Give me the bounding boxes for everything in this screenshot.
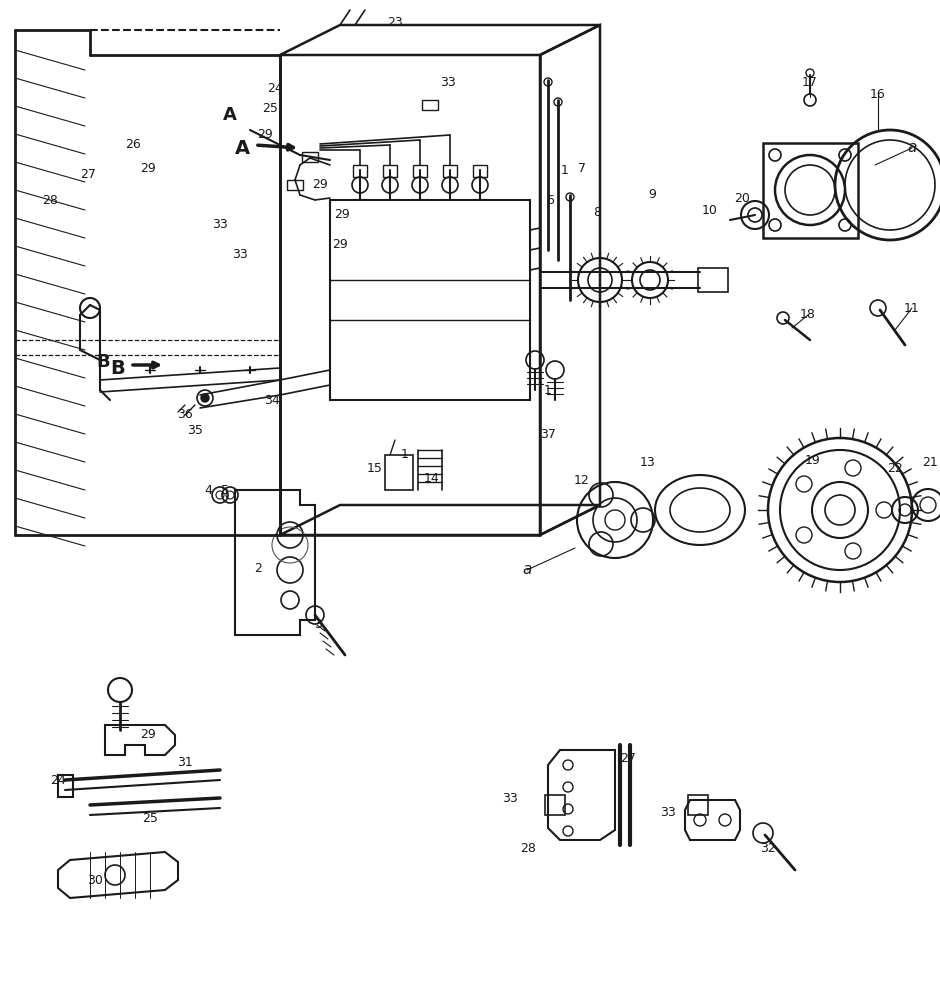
Text: 1: 1 <box>401 448 409 462</box>
Bar <box>413 165 427 177</box>
Bar <box>330 200 530 400</box>
Bar <box>443 165 457 177</box>
Text: 15: 15 <box>367 462 383 475</box>
Text: 29: 29 <box>140 161 156 174</box>
Text: 10: 10 <box>702 204 718 217</box>
Text: 28: 28 <box>520 842 536 854</box>
Text: 33: 33 <box>502 792 518 804</box>
Text: 37: 37 <box>540 428 556 442</box>
Text: A: A <box>223 106 237 124</box>
Text: 28: 28 <box>42 194 58 207</box>
Text: 9: 9 <box>648 188 656 202</box>
Text: 2: 2 <box>254 562 262 574</box>
Text: B: B <box>111 359 125 377</box>
Text: 12: 12 <box>574 474 590 487</box>
Text: 14: 14 <box>424 472 440 485</box>
Text: 1: 1 <box>561 163 569 176</box>
Text: 29: 29 <box>312 178 328 192</box>
Text: a: a <box>523 562 532 578</box>
Text: A: A <box>234 138 249 157</box>
Text: 25: 25 <box>142 812 158 824</box>
Text: a: a <box>907 140 916 155</box>
Text: 24: 24 <box>50 774 66 786</box>
Text: 27: 27 <box>80 168 96 182</box>
Bar <box>698 268 728 292</box>
Text: 16: 16 <box>870 89 885 102</box>
Bar <box>383 165 397 177</box>
Text: 18: 18 <box>800 308 816 322</box>
Text: 29: 29 <box>140 728 156 742</box>
Text: 22: 22 <box>887 462 903 475</box>
Text: 33: 33 <box>212 219 227 232</box>
Text: 17: 17 <box>802 76 818 89</box>
Text: 29: 29 <box>334 209 350 222</box>
Text: 19: 19 <box>806 454 821 466</box>
Bar <box>763 143 858 238</box>
Text: 30: 30 <box>87 874 103 886</box>
Text: 4: 4 <box>204 484 212 496</box>
Text: 26: 26 <box>125 138 141 151</box>
Text: 32: 32 <box>760 842 776 854</box>
Text: 24: 24 <box>267 82 283 95</box>
Text: 34: 34 <box>264 393 280 406</box>
Text: 27: 27 <box>620 752 636 764</box>
Text: 5: 5 <box>221 484 229 496</box>
Text: 11: 11 <box>904 302 920 314</box>
Text: 29: 29 <box>258 128 273 141</box>
Text: B: B <box>96 353 110 371</box>
Bar <box>58 775 73 797</box>
Text: 7: 7 <box>578 161 586 174</box>
Text: 29: 29 <box>332 238 348 251</box>
Text: 33: 33 <box>660 806 676 818</box>
Text: 1: 1 <box>544 383 552 396</box>
Bar <box>353 165 367 177</box>
Text: 3: 3 <box>314 618 321 632</box>
Text: 6: 6 <box>546 194 554 207</box>
Text: 31: 31 <box>177 756 193 768</box>
Text: 33: 33 <box>440 76 456 89</box>
Text: 23: 23 <box>387 15 403 28</box>
Text: 21: 21 <box>922 456 938 468</box>
Text: 36: 36 <box>177 408 193 422</box>
Text: 20: 20 <box>734 192 750 205</box>
Bar <box>385 455 413 490</box>
Text: 25: 25 <box>262 102 278 114</box>
Circle shape <box>201 394 209 402</box>
Bar <box>473 165 487 177</box>
Text: 35: 35 <box>187 424 203 436</box>
Text: 8: 8 <box>593 206 601 219</box>
Text: 33: 33 <box>232 248 248 261</box>
Text: 13: 13 <box>640 456 656 468</box>
